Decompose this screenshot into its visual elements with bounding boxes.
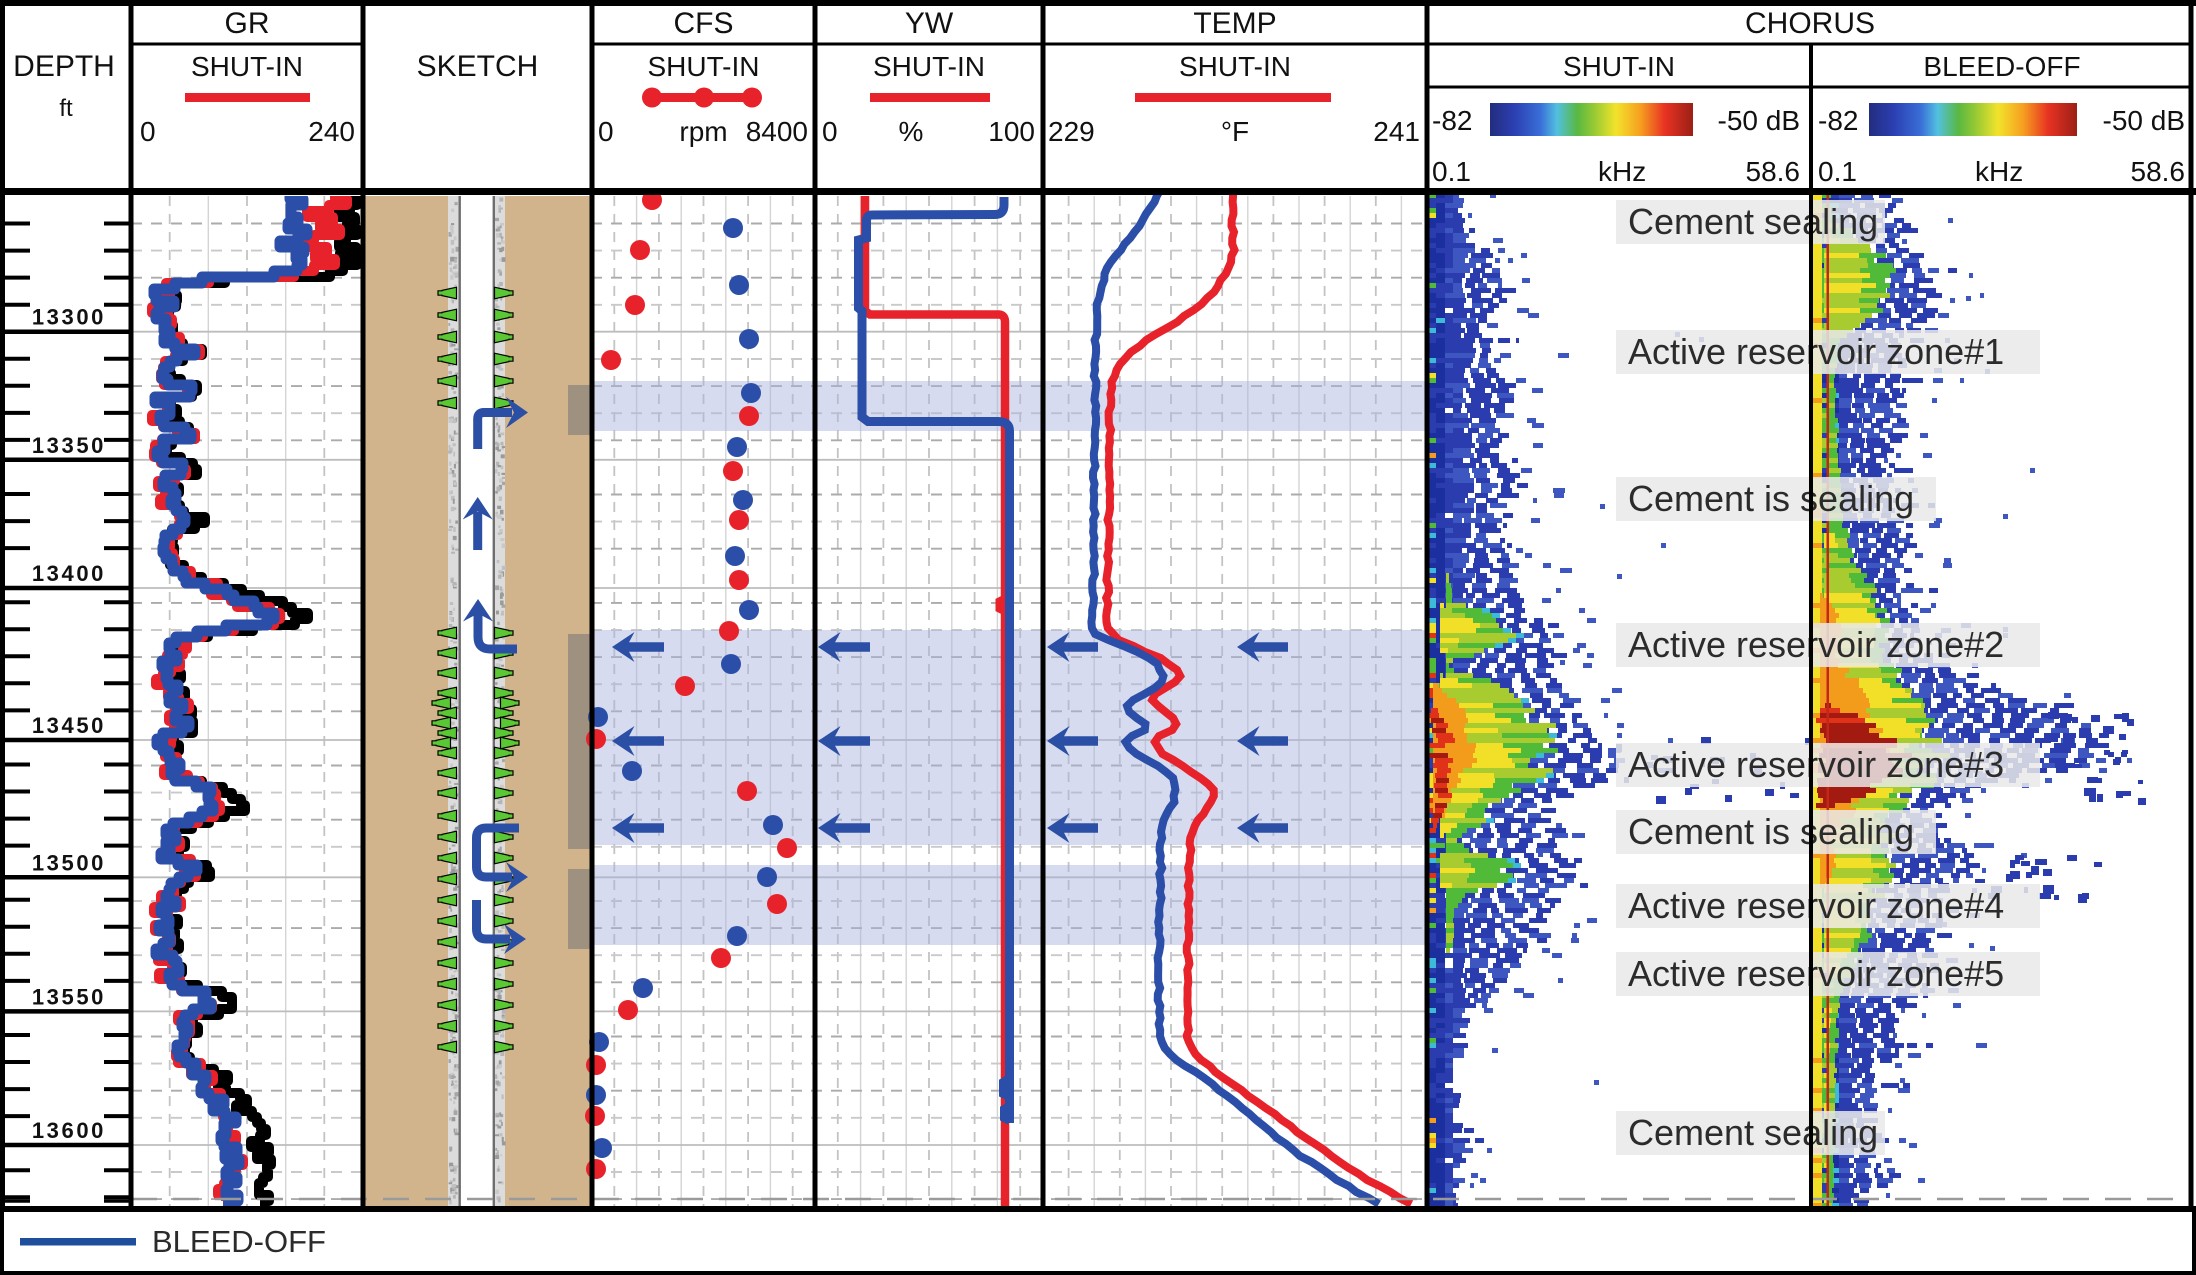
svg-text:Active reservoir zone#4: Active reservoir zone#4	[1628, 885, 2004, 926]
svg-text:13300: 13300	[32, 305, 106, 330]
svg-text:0.1: 0.1	[1432, 156, 1471, 187]
svg-text:SKETCH: SKETCH	[417, 50, 539, 83]
svg-text:13600: 13600	[32, 1118, 106, 1143]
svg-text:13500: 13500	[32, 850, 106, 875]
svg-text:13450: 13450	[32, 713, 106, 738]
svg-text:13550: 13550	[32, 984, 106, 1009]
svg-text:229: 229	[1048, 116, 1095, 147]
svg-text:CHORUS: CHORUS	[1745, 7, 1875, 40]
svg-text:SHUT-IN: SHUT-IN	[1179, 51, 1291, 82]
svg-text:SHUT-IN: SHUT-IN	[1563, 51, 1675, 82]
svg-text:8400: 8400	[746, 116, 808, 147]
svg-text:-82: -82	[1818, 105, 1858, 136]
svg-text:13350: 13350	[32, 433, 106, 458]
svg-text:100: 100	[988, 116, 1035, 147]
svg-text:BLEED-OFF: BLEED-OFF	[1923, 51, 2080, 82]
svg-text:BLEED-OFF: BLEED-OFF	[152, 1224, 326, 1259]
svg-text:%: %	[899, 116, 924, 147]
svg-text:0: 0	[598, 116, 614, 147]
svg-text:Cement sealing: Cement sealing	[1628, 201, 1878, 242]
svg-text:241: 241	[1373, 116, 1420, 147]
svg-text:ft: ft	[59, 95, 73, 122]
svg-text:-50 dB: -50 dB	[2103, 105, 2186, 136]
svg-text:DEPTH: DEPTH	[13, 50, 115, 83]
svg-text:Cement is sealing: Cement is sealing	[1628, 478, 1914, 519]
svg-text:Cement sealing: Cement sealing	[1628, 1112, 1878, 1153]
svg-text:-82: -82	[1432, 105, 1472, 136]
svg-text:SHUT-IN: SHUT-IN	[873, 51, 985, 82]
svg-text:0: 0	[140, 116, 156, 147]
svg-text:CFS: CFS	[674, 7, 734, 40]
svg-text:240: 240	[308, 116, 355, 147]
svg-text:rpm: rpm	[679, 116, 727, 147]
svg-text:GR: GR	[225, 7, 270, 40]
svg-text:Active reservoir zone#5: Active reservoir zone#5	[1628, 953, 2004, 994]
svg-text:kHz: kHz	[1598, 156, 1646, 187]
svg-text:YW: YW	[905, 7, 954, 40]
svg-text:58.6: 58.6	[2131, 156, 2186, 187]
svg-text:58.6: 58.6	[1746, 156, 1801, 187]
svg-text:-50 dB: -50 dB	[1718, 105, 1801, 136]
svg-text:0: 0	[822, 116, 838, 147]
svg-text:SHUT-IN: SHUT-IN	[191, 51, 303, 82]
svg-text:Active reservoir zone#1: Active reservoir zone#1	[1628, 331, 2004, 372]
svg-text:Active reservoir zone#2: Active reservoir zone#2	[1628, 624, 2004, 665]
svg-text:13400: 13400	[32, 561, 106, 586]
svg-text:TEMP: TEMP	[1193, 7, 1276, 40]
svg-text:Active reservoir zone#3: Active reservoir zone#3	[1628, 744, 2004, 785]
svg-text:0.1: 0.1	[1818, 156, 1857, 187]
svg-text:SHUT-IN: SHUT-IN	[648, 51, 760, 82]
svg-text:°F: °F	[1221, 116, 1249, 147]
svg-text:kHz: kHz	[1975, 156, 2023, 187]
svg-text:Cement is sealing: Cement is sealing	[1628, 811, 1914, 852]
